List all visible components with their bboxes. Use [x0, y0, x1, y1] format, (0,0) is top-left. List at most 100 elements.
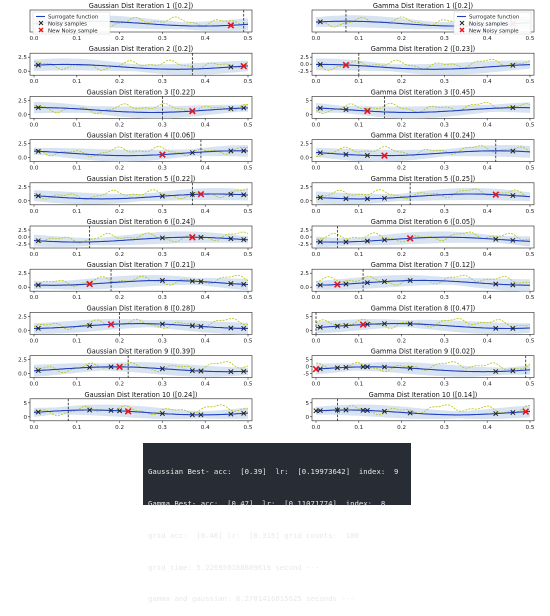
new-sample-marker [381, 152, 388, 160]
noisy-sample-marker [35, 105, 41, 111]
legend-box [32, 11, 111, 35]
legend-new-label: New Noisy sample [48, 29, 98, 35]
noisy-sample-marker [360, 407, 366, 413]
y-tick-label: 0.0 [18, 112, 27, 118]
x-tick-label: 0.5 [244, 252, 253, 258]
noisy-sample-marker [159, 277, 165, 283]
x-tick-label: 0.5 [526, 382, 535, 388]
new-sample-marker [107, 320, 115, 328]
x-tick-label: 0.4 [483, 79, 492, 85]
y-tick-label: -2.5 [298, 69, 309, 75]
new-sample-marker [197, 190, 205, 198]
noisy-sample-marker [343, 239, 349, 245]
console-output: Gaussian Best- acc: [0.39] lr: [0.199736… [143, 443, 411, 603]
x-tick-label: 0.3 [440, 382, 449, 388]
subplot-gamma-7: Gamma Dist Iteration 7 ([0.12]) 2.5 0.00.0… [300, 261, 535, 301]
x-tick-label: 0.1 [72, 36, 81, 42]
x-tick-label: 0.5 [526, 338, 535, 344]
noisy-sample-marker [317, 282, 323, 288]
noisy-sample-marker [108, 364, 114, 370]
x-tick-label: 0.4 [483, 425, 492, 431]
noisy-sample-marker [228, 325, 234, 331]
x-tick-label: 0.1 [354, 36, 363, 42]
y-tick-label: 0.0 [18, 235, 27, 241]
x-tick-label: 0.1 [72, 252, 81, 258]
noisy-sample-marker [189, 412, 195, 418]
subplot-gaussian-10: Gaussian Dist Iteration 10 ([0.24]) 5 00.0… [23, 391, 252, 431]
noisy-sample-marker [228, 148, 234, 154]
x-tick-label: 0.2 [115, 166, 124, 172]
x-tick-label: 0.4 [483, 36, 492, 42]
y-tick-label: 0.0 [18, 285, 27, 291]
objective-curve [34, 361, 249, 374]
confidence-band [34, 319, 248, 335]
x-tick-label: 0.1 [354, 122, 363, 128]
x-tick-label: 0.2 [115, 425, 124, 431]
new-sample-marker [240, 62, 248, 70]
x-tick-label: 0.1 [72, 209, 81, 215]
legend-box [453, 11, 532, 35]
subplot-gaussian-7: Gaussian Dist Iteration 7 ([0.21]) 2.5 0.0… [18, 261, 253, 301]
noisy-sample-marker [159, 410, 165, 417]
y-tick-label: 0.0 [18, 328, 27, 334]
y-tick-label: 2.5 [300, 271, 309, 277]
noisy-sample-marker [189, 150, 195, 156]
x-tick-label: 0.5 [244, 36, 253, 42]
console-line-grid-time: grid_time: 5.226950168609619 second --- [148, 562, 320, 572]
new-sample-marker [116, 363, 123, 371]
x-tick-label: 0.0 [30, 425, 39, 431]
x-tick-label: 0.3 [440, 425, 449, 431]
noisy-sample-marker [35, 367, 41, 374]
surrogate-curve [34, 150, 248, 157]
x-tick-label: 0.0 [30, 295, 39, 301]
x-tick-label: 0.1 [354, 425, 363, 431]
noisy-sample-marker [510, 409, 516, 416]
noisy-sample-marker [198, 412, 204, 418]
noisy-sample-marker [35, 62, 41, 68]
noisy-sample-marker [360, 364, 366, 370]
noisy-sample-marker [407, 365, 413, 371]
legend-noisy-label: Noisy samples [48, 22, 87, 28]
x-tick-label: 0.0 [312, 36, 321, 42]
x-tick-label: 0.4 [201, 295, 210, 301]
x-tick-label: 0.2 [115, 295, 124, 301]
noisy-sample-marker [35, 238, 41, 244]
x-tick-label: 0.1 [354, 252, 363, 258]
x-tick-label: 0.0 [312, 425, 321, 431]
subplot-title: Gaussian Dist Iteration 7 ([0.21]) [87, 261, 196, 269]
objective-curve [315, 58, 531, 71]
y-tick-label: -2.5 [298, 242, 309, 248]
y-tick-label: -2.5 [16, 242, 27, 248]
x-tick-label: 0.3 [440, 79, 449, 85]
subplot-title: Gaussian Dist Iteration 6 ([0.24]) [87, 218, 196, 226]
y-tick-label: 0.0 [18, 199, 27, 205]
subplot-title: Gamma Dist Iteration 5 ([0.25]) [371, 175, 476, 183]
y-tick-label: 0 [305, 328, 309, 334]
x-tick-label: 0.1 [354, 338, 363, 344]
legend-surrogate-label: Surrogate function [469, 15, 519, 21]
noisy-sample-marker [493, 411, 499, 417]
x-tick-label: 0.4 [483, 295, 492, 301]
y-tick-label: 2.5 [18, 314, 27, 320]
x-tick-label: 0.5 [244, 166, 253, 172]
subplot-title: Gaussian Dist Iteration 8 ([0.28]) [87, 304, 196, 312]
subplot-gamma-2: Gamma Dist Iteration 2 ([0.23])2.50.0-2.… [298, 45, 535, 85]
noisy-sample-marker [364, 196, 370, 202]
iteration-figure: Gaussian Dist Iteration 1 ([0.2]) 0.0 0.1 0… [16, 2, 535, 431]
y-tick-label: 5 [305, 314, 309, 320]
subplot-gamma-6: Gamma Dist Iteration 6 ([0.05])2.50.0-2.… [298, 218, 535, 258]
y-tick-label: 2.5 [18, 358, 27, 364]
x-tick-label: 0.3 [158, 425, 167, 431]
objective-curve [315, 188, 531, 200]
legend-new-label: New Noisy sample [469, 29, 519, 35]
x-tick-label: 0.5 [526, 36, 535, 42]
x-tick-label: 0.3 [440, 166, 449, 172]
x-tick-label: 0.0 [312, 209, 321, 215]
subplot-gaussian-9: Gaussian Dist Iteration 9 ([0.39]) 2.5 0.0… [18, 348, 253, 388]
x-tick-label: 0.4 [483, 338, 492, 344]
x-tick-label: 0.5 [526, 252, 535, 258]
surrogate-curve [316, 236, 531, 243]
console-line-gaussian-best: Gaussian Best- acc: [0.39] lr: [0.199736… [148, 467, 399, 477]
noisy-sample-marker [510, 105, 516, 111]
